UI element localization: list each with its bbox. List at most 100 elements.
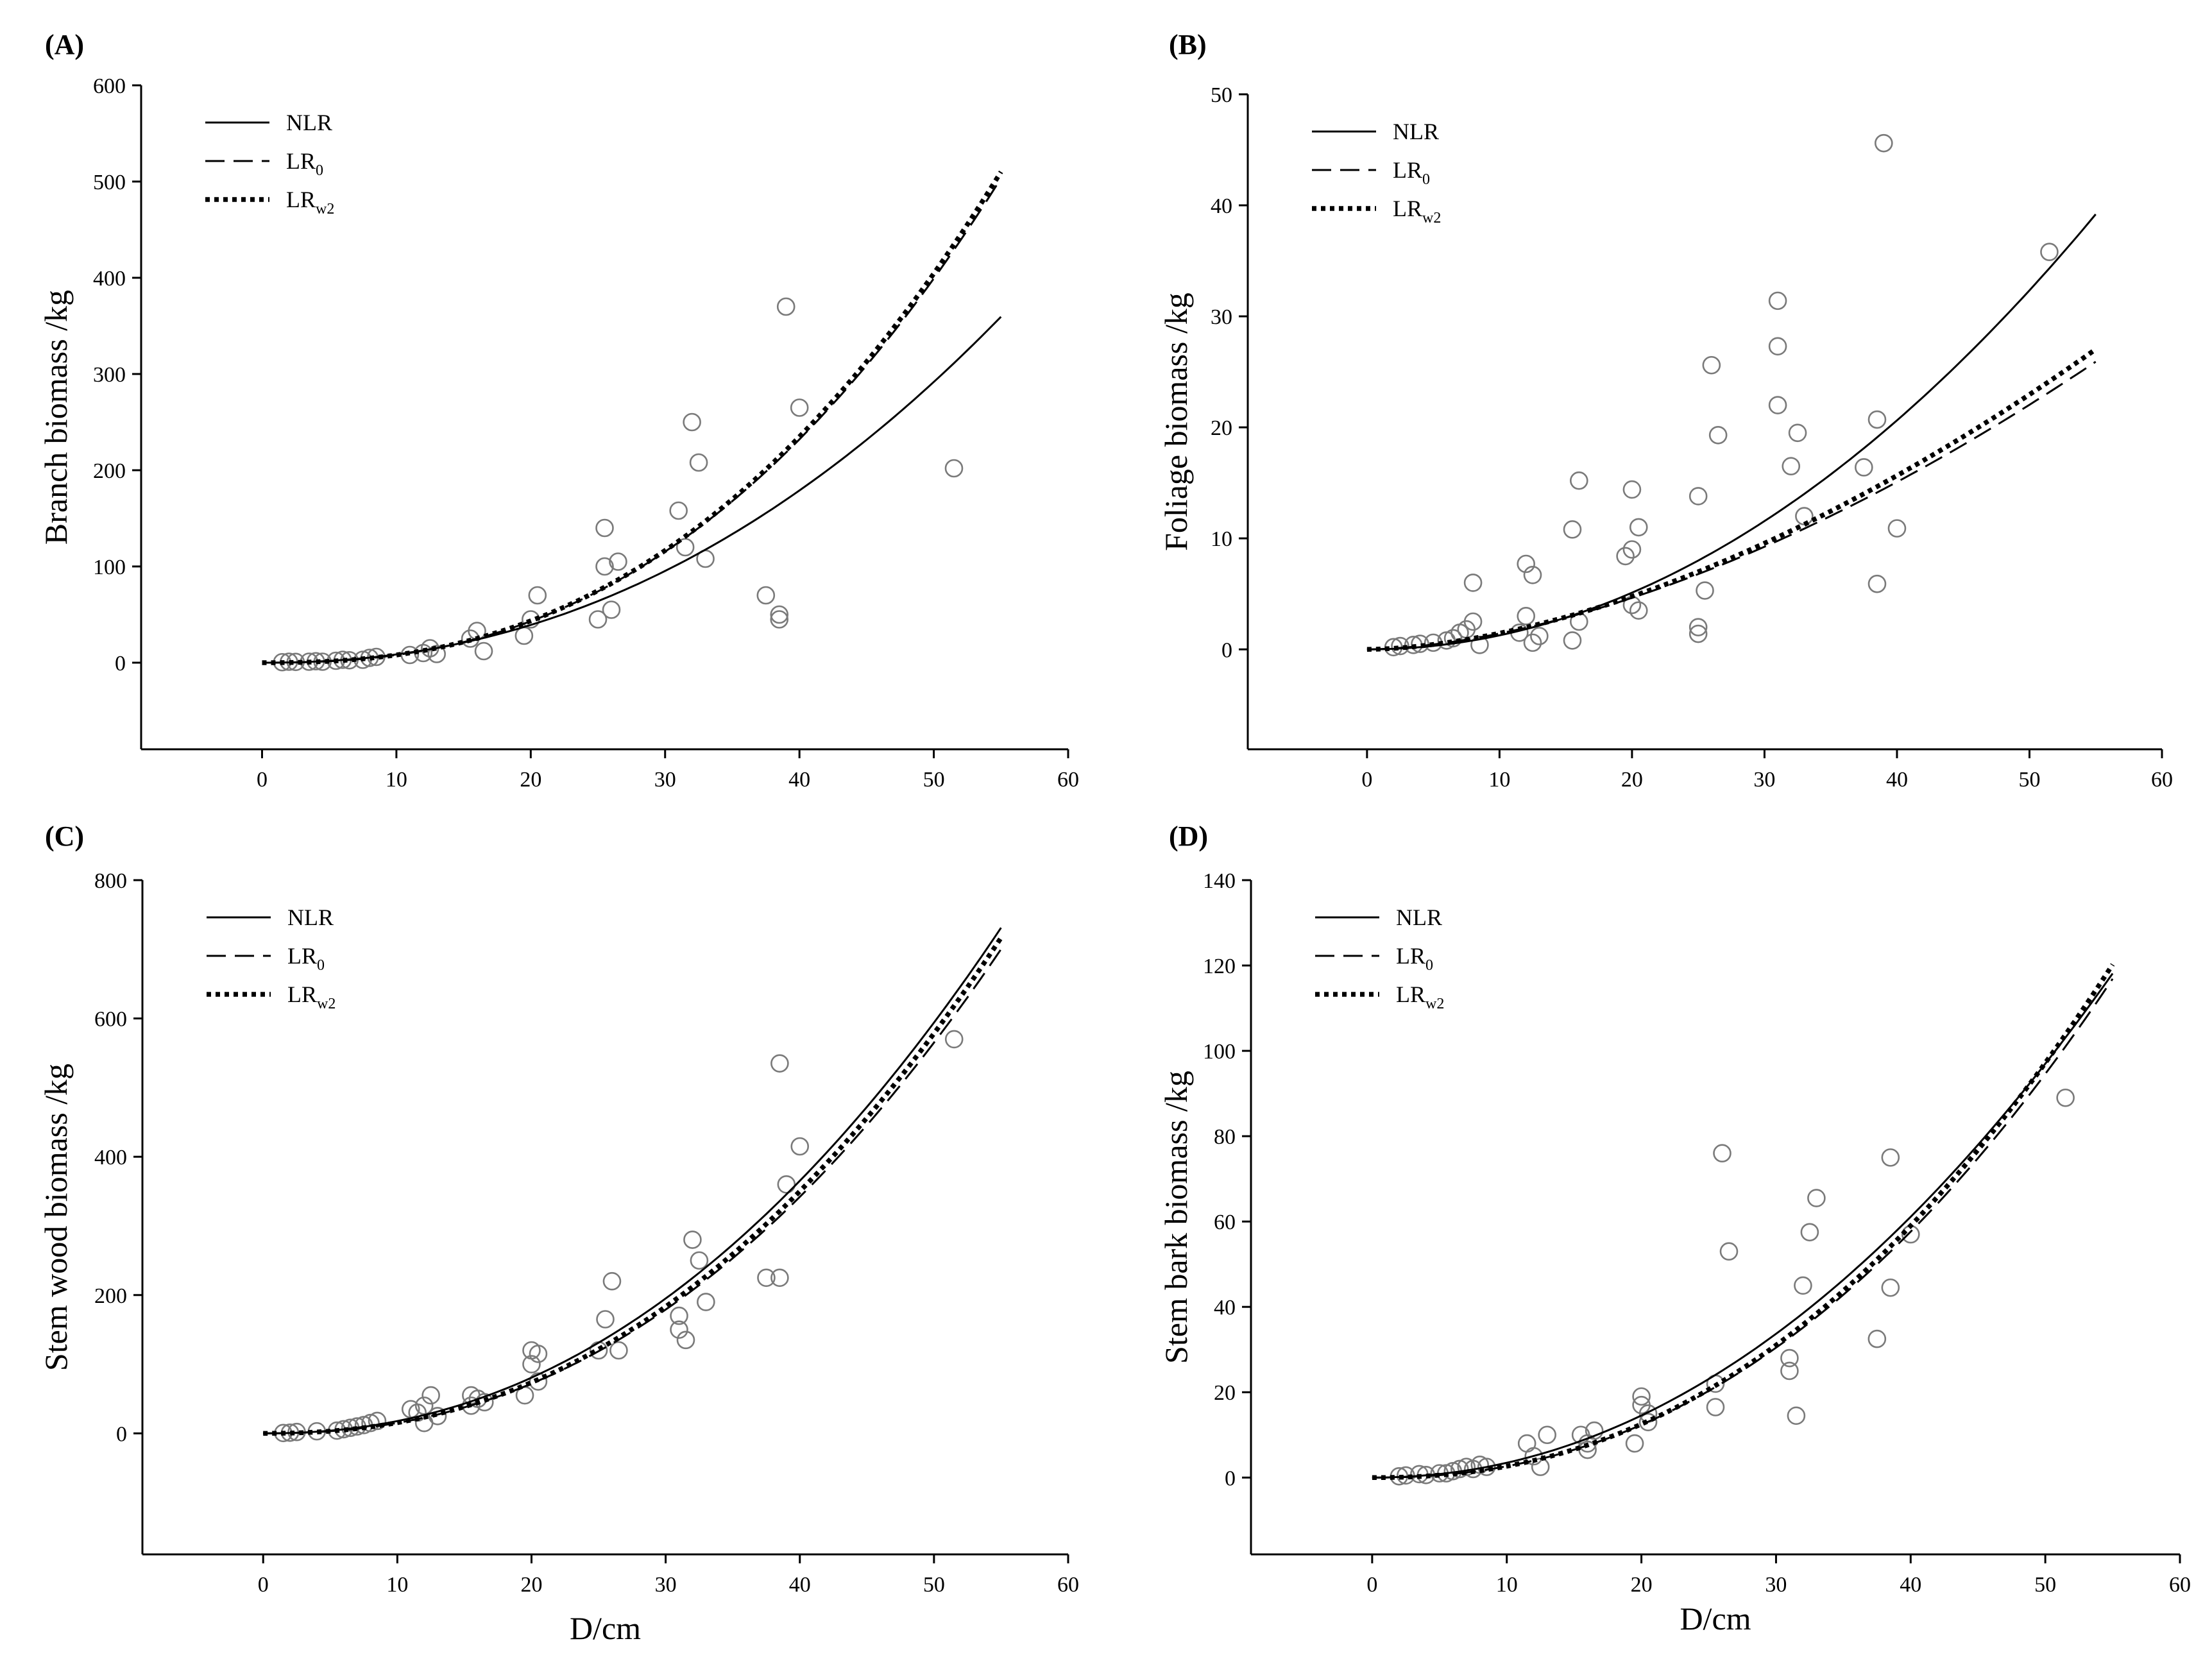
data-point	[683, 1230, 702, 1249]
x-tick-label: 60	[2169, 1573, 2191, 1597]
legend-label-subscript: 0	[1422, 171, 1430, 188]
legend-label-text: LR	[1396, 943, 1425, 969]
legend-label-nlr: NLR	[286, 110, 332, 135]
data-point	[770, 610, 789, 629]
data-point	[1638, 1413, 1658, 1432]
legend-label-text: LR	[1393, 196, 1422, 221]
y-axis-title: Branch biomass /kg	[38, 290, 74, 545]
data-point	[770, 605, 789, 624]
legend-label-text: LR	[1396, 982, 1425, 1007]
data-point	[1689, 624, 1708, 643]
data-point	[595, 518, 614, 538]
data-point	[1477, 1458, 1496, 1476]
x-tick-label: 10	[1488, 768, 1510, 792]
data-point	[1530, 627, 1549, 645]
data-point	[670, 1320, 688, 1339]
data-point	[1794, 1276, 1812, 1295]
legend-label-subscript: w2	[317, 996, 336, 1012]
data-point	[427, 645, 447, 663]
data-point	[1696, 581, 1714, 600]
legend-label-subscript: w2	[316, 201, 334, 217]
y-tick-label: 20	[1211, 416, 1232, 440]
legend-label-lrw2: LRw2	[287, 982, 336, 1012]
legend-label-text: LR	[286, 148, 316, 174]
y-tick-label: 0	[1225, 1466, 1236, 1490]
data-point	[676, 538, 695, 557]
data-point	[1795, 507, 1814, 525]
data-point	[1867, 410, 1887, 429]
data-point	[529, 1372, 548, 1391]
data-point	[1622, 480, 1642, 499]
data-point	[1788, 423, 1807, 443]
legend-label-lrw2: LRw2	[286, 187, 334, 217]
data-point	[670, 1306, 688, 1325]
legend-label-text: LR	[287, 982, 317, 1007]
data-point	[1881, 1278, 1900, 1297]
legend-label-lr0: LR0	[287, 943, 325, 974]
data-point	[1702, 355, 1721, 375]
legend-label-lr0: LR0	[1396, 943, 1433, 974]
curve-lrw2	[263, 936, 1003, 1436]
data-point	[1616, 547, 1635, 566]
x-tick-label: 30	[654, 768, 676, 792]
data-point	[1768, 291, 1787, 310]
data-point	[1625, 1434, 1644, 1453]
y-tick-label: 140	[1203, 869, 1236, 893]
data-point	[1563, 631, 1582, 650]
x-tick-label: 10	[1496, 1573, 1518, 1597]
data-point	[770, 1268, 789, 1288]
data-point	[1719, 1242, 1739, 1261]
data-point	[1768, 396, 1787, 414]
y-tick-label: 400	[94, 1146, 127, 1169]
data-point	[1881, 1148, 1900, 1167]
legend-label-lrw2: LRw2	[1396, 982, 1444, 1012]
x-tick-label: 30	[1753, 768, 1775, 792]
data-point	[1563, 520, 1582, 539]
data-point	[1570, 471, 1588, 490]
data-point	[522, 1355, 541, 1373]
data-point	[756, 586, 776, 605]
legend-label-subscript: 0	[1425, 957, 1433, 974]
x-tick-label: 10	[386, 1573, 408, 1597]
panel-c: (C) 0 200 400 600 800 0 10 20 30 40 50 60 Stem wood b…	[38, 820, 1079, 1646]
curve-nlr	[263, 927, 1002, 1434]
legend-label-text: NLR	[1396, 905, 1442, 930]
data-point	[1517, 607, 1535, 625]
legend-label-text: NLR	[1393, 119, 1439, 144]
curve-nlr	[1372, 973, 2114, 1479]
x-tick-label: 40	[1886, 768, 1908, 792]
data-point	[1782, 457, 1801, 476]
x-axis-title: D/cm	[570, 1610, 641, 1646]
data-point	[1517, 554, 1535, 574]
data-point	[515, 626, 534, 645]
y-axis-title: Foliage biomass /kg	[1158, 293, 1194, 551]
data-point	[1463, 574, 1483, 592]
data-point	[602, 600, 621, 619]
data-point	[790, 398, 809, 417]
data-point	[1538, 1425, 1556, 1445]
x-tick-label: 20	[520, 768, 541, 792]
curve-lrw2	[1372, 963, 2115, 1481]
data-point	[697, 1293, 715, 1311]
y-tick-label: 20	[1214, 1381, 1236, 1405]
y-tick-label: 10	[1211, 527, 1232, 551]
data-point	[770, 1054, 789, 1073]
data-point	[790, 1137, 810, 1156]
legend-label-text: NLR	[286, 110, 332, 135]
data-point	[1629, 518, 1648, 537]
x-tick-label: 40	[1900, 1573, 1921, 1597]
data-point	[676, 1330, 695, 1350]
x-tick-label: 20	[520, 1573, 542, 1597]
y-tick-label: 50	[1211, 83, 1232, 107]
data-point	[474, 642, 493, 661]
x-tick-label: 60	[2151, 768, 2173, 792]
x-tick-label: 60	[1057, 1573, 1079, 1597]
y-tick-label: 100	[1203, 1040, 1236, 1064]
legend-label-text: LR	[286, 187, 316, 212]
data-point	[462, 1396, 481, 1415]
x-tick-label: 0	[1361, 768, 1372, 792]
data-point	[944, 459, 964, 478]
legend-label-subscript: 0	[316, 162, 323, 179]
data-point	[368, 1411, 387, 1431]
